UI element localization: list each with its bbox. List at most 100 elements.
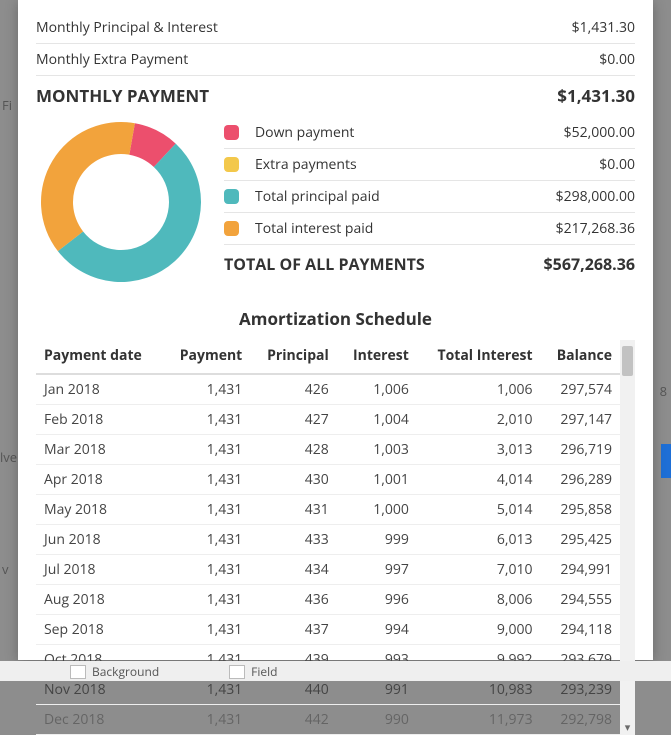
table-cell: 436 — [250, 585, 337, 615]
table-cell: 7,010 — [417, 555, 541, 585]
donut-slice-total_interest — [41, 122, 135, 251]
table-cell: 1,431 — [163, 495, 250, 525]
table-cell: 8,006 — [417, 585, 541, 615]
table-cell: 292,798 — [541, 705, 620, 735]
breakdown-value: $0.00 — [599, 155, 635, 174]
table-cell: Mar 2018 — [36, 435, 163, 465]
payments-breakdown: Down payment$52,000.00Extra payments$0.0… — [224, 117, 635, 287]
table-cell: 1,431 — [163, 465, 250, 495]
table-cell: May 2018 — [36, 495, 163, 525]
table-cell: 990 — [337, 705, 417, 735]
breakdown-row-extra_payments: Extra payments$0.00 — [224, 149, 635, 181]
table-header: Total Interest — [417, 340, 541, 374]
breakdown-row-down_payment: Down payment$52,000.00 — [224, 117, 635, 149]
scrollbar-thumb[interactable] — [622, 346, 633, 376]
summary-row-total: MONTHLY PAYMENT $1,431.30 — [36, 76, 635, 113]
table-cell: 433 — [250, 525, 337, 555]
table-cell: 997 — [337, 555, 417, 585]
bg-peek: 8 — [660, 382, 667, 400]
table-cell: 1,004 — [337, 405, 417, 435]
bg-bottom-label: Background — [92, 663, 159, 680]
breakdown-row-total_interest: Total interest paid$217,268.36 — [224, 213, 635, 245]
breakdown-total-label: TOTAL OF ALL PAYMENTS — [224, 253, 425, 275]
summary-value: $1,431.30 — [572, 18, 635, 37]
legend-swatch — [224, 125, 239, 140]
legend-swatch — [224, 189, 239, 204]
table-cell: 3,013 — [417, 435, 541, 465]
table-cell: Aug 2018 — [36, 585, 163, 615]
summary-label: Monthly Principal & Interest — [36, 18, 218, 37]
table-header: Principal — [250, 340, 337, 374]
table-row: Feb 20181,4314271,0042,010297,147 — [36, 405, 620, 435]
breakdown-value: $217,268.36 — [556, 219, 635, 238]
breakdown-total-row: TOTAL OF ALL PAYMENTS $567,268.36 — [224, 245, 635, 275]
summary-total-value: $1,431.30 — [557, 84, 635, 107]
table-cell: 1,000 — [337, 495, 417, 525]
table-cell: 1,003 — [337, 435, 417, 465]
table-cell: 1,431 — [163, 615, 250, 645]
scroll-down-icon[interactable]: ▾ — [620, 722, 635, 733]
legend-swatch — [224, 157, 239, 172]
table-header-row: Payment datePaymentPrincipalInterestTota… — [36, 340, 620, 374]
table-cell: Sep 2018 — [36, 615, 163, 645]
summary-row-pi: Monthly Principal & Interest $1,431.30 — [36, 12, 635, 44]
breakdown-value: $298,000.00 — [556, 187, 635, 206]
breakdown-total-value: $567,268.36 — [544, 253, 635, 275]
table-cell: 994 — [337, 615, 417, 645]
table-cell: 294,991 — [541, 555, 620, 585]
bg-label: v — [2, 560, 9, 578]
breakdown-value: $52,000.00 — [564, 123, 635, 142]
table-cell: 1,006 — [337, 374, 417, 405]
table-cell: 2,010 — [417, 405, 541, 435]
table-header: Payment — [163, 340, 250, 374]
table-cell: 431 — [250, 495, 337, 525]
table-cell: 442 — [250, 705, 337, 735]
table-cell: 434 — [250, 555, 337, 585]
table-cell: 430 — [250, 465, 337, 495]
table-cell: 426 — [250, 374, 337, 405]
table-cell: 1,431 — [163, 435, 250, 465]
checkbox-icon — [70, 665, 86, 679]
table-cell: 1,431 — [163, 555, 250, 585]
table-row: Apr 20181,4314301,0014,014296,289 — [36, 465, 620, 495]
table-cell: 427 — [250, 405, 337, 435]
table-cell: 294,118 — [541, 615, 620, 645]
table-cell: 1,001 — [337, 465, 417, 495]
table-row: Aug 20181,4314369968,006294,555 — [36, 585, 620, 615]
bg-accent — [661, 444, 671, 478]
table-row: Jun 20181,4314339996,013295,425 — [36, 525, 620, 555]
table-cell: 1,431 — [163, 374, 250, 405]
table-cell: 1,006 — [417, 374, 541, 405]
bg-label: Fi — [2, 96, 12, 114]
table-cell: 6,013 — [417, 525, 541, 555]
table-cell: Jan 2018 — [36, 374, 163, 405]
table-cell: 297,147 — [541, 405, 620, 435]
table-cell: 428 — [250, 435, 337, 465]
table-cell: 294,555 — [541, 585, 620, 615]
breakdown-label: Extra payments — [255, 155, 599, 174]
table-cell: Feb 2018 — [36, 405, 163, 435]
table-cell: 4,014 — [417, 465, 541, 495]
table-row: May 20181,4314311,0005,014295,858 — [36, 495, 620, 525]
table-cell: Apr 2018 — [36, 465, 163, 495]
table-row: Jul 20181,4314349977,010294,991 — [36, 555, 620, 585]
table-cell: 1,431 — [163, 585, 250, 615]
table-cell: 296,719 — [541, 435, 620, 465]
bg-label: lve — [0, 448, 17, 466]
table-row: Dec 20181,43144299011,973292,798 — [36, 705, 620, 735]
table-cell: Jul 2018 — [36, 555, 163, 585]
table-cell: 1,431 — [163, 525, 250, 555]
table-row: Sep 20181,4314379949,000294,118 — [36, 615, 620, 645]
breakdown-label: Total interest paid — [255, 219, 556, 238]
table-header: Balance — [541, 340, 620, 374]
bg-bottom-strip: Background Field — [0, 661, 671, 681]
summary-total-label: MONTHLY PAYMENT — [36, 84, 209, 107]
table-cell: 1,431 — [163, 705, 250, 735]
table-header: Payment date — [36, 340, 163, 374]
breakdown-label: Total principal paid — [255, 187, 556, 206]
amortization-panel: Monthly Principal & Interest $1,431.30 M… — [18, 0, 653, 660]
summary-row-extra: Monthly Extra Payment $0.00 — [36, 44, 635, 76]
table-row: Jan 20181,4314261,0061,006297,574 — [36, 374, 620, 405]
table-cell: 5,014 — [417, 495, 541, 525]
table-cell: 295,425 — [541, 525, 620, 555]
